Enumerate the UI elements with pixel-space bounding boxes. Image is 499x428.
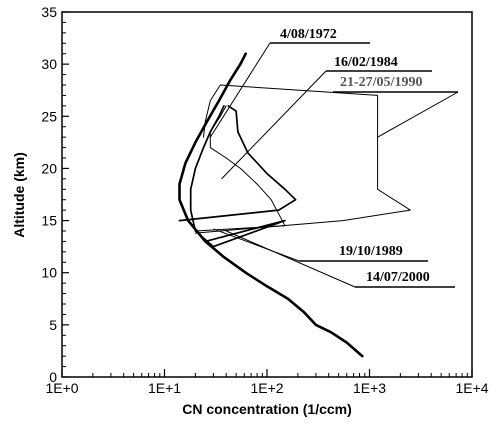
y-axis-title: Altitude (km) bbox=[11, 152, 27, 238]
series-line-16-02-1984 bbox=[194, 105, 286, 232]
y-tick-label: 15 bbox=[41, 213, 57, 229]
annotations: 4/08/1972 16/02/1984 21-27/05/1990 19/10… bbox=[270, 27, 458, 288]
x-tick-label: 1E+2 bbox=[250, 380, 283, 396]
annotation-21-27-05-1990: 21-27/05/1990 bbox=[340, 75, 422, 90]
y-tick-label: 35 bbox=[41, 4, 57, 20]
series-line-4-08-1972 bbox=[178, 105, 297, 222]
plot-lines bbox=[178, 52, 411, 358]
x-tick-label: 1E+4 bbox=[455, 380, 488, 396]
annotation-16-02-1984: 16/02/1984 bbox=[334, 55, 398, 70]
x-axis: 1E+0 1E+1 1E+2 1E+3 1E+4 bbox=[45, 369, 489, 396]
annotation-leader-line bbox=[213, 228, 300, 262]
y-tick-label: 25 bbox=[41, 108, 57, 124]
y-axis: 0 5 10 15 20 25 30 35 bbox=[41, 4, 69, 385]
x-axis-title: CN concentration (1/ccm) bbox=[182, 401, 352, 417]
annotation-14-07-2000: 14/07/2000 bbox=[366, 270, 430, 285]
x-tick-label: 1E+0 bbox=[45, 380, 78, 396]
annotation-leader-line bbox=[226, 230, 356, 288]
annotation-leader-line bbox=[377, 91, 459, 138]
series-line-21-27-05-1990 bbox=[194, 84, 411, 234]
annotation-leader-line bbox=[221, 70, 327, 180]
series-line-14-07-2000 bbox=[178, 52, 364, 358]
annotation-19-10-1989: 19/10/1989 bbox=[339, 244, 403, 259]
x-tick-label: 1E+1 bbox=[148, 380, 181, 396]
x-tick-label: 1E+3 bbox=[353, 380, 386, 396]
annotation-4-08-1972: 4/08/1972 bbox=[280, 27, 337, 42]
y-tick-label: 20 bbox=[41, 160, 57, 176]
annotation-leader-lines bbox=[209, 42, 459, 288]
annotation-leader-line bbox=[209, 42, 271, 138]
y-tick-label: 0 bbox=[49, 369, 57, 385]
y-tick-label: 30 bbox=[41, 56, 57, 72]
y-tick-label: 5 bbox=[49, 317, 57, 333]
y-tick-label: 10 bbox=[41, 265, 57, 281]
